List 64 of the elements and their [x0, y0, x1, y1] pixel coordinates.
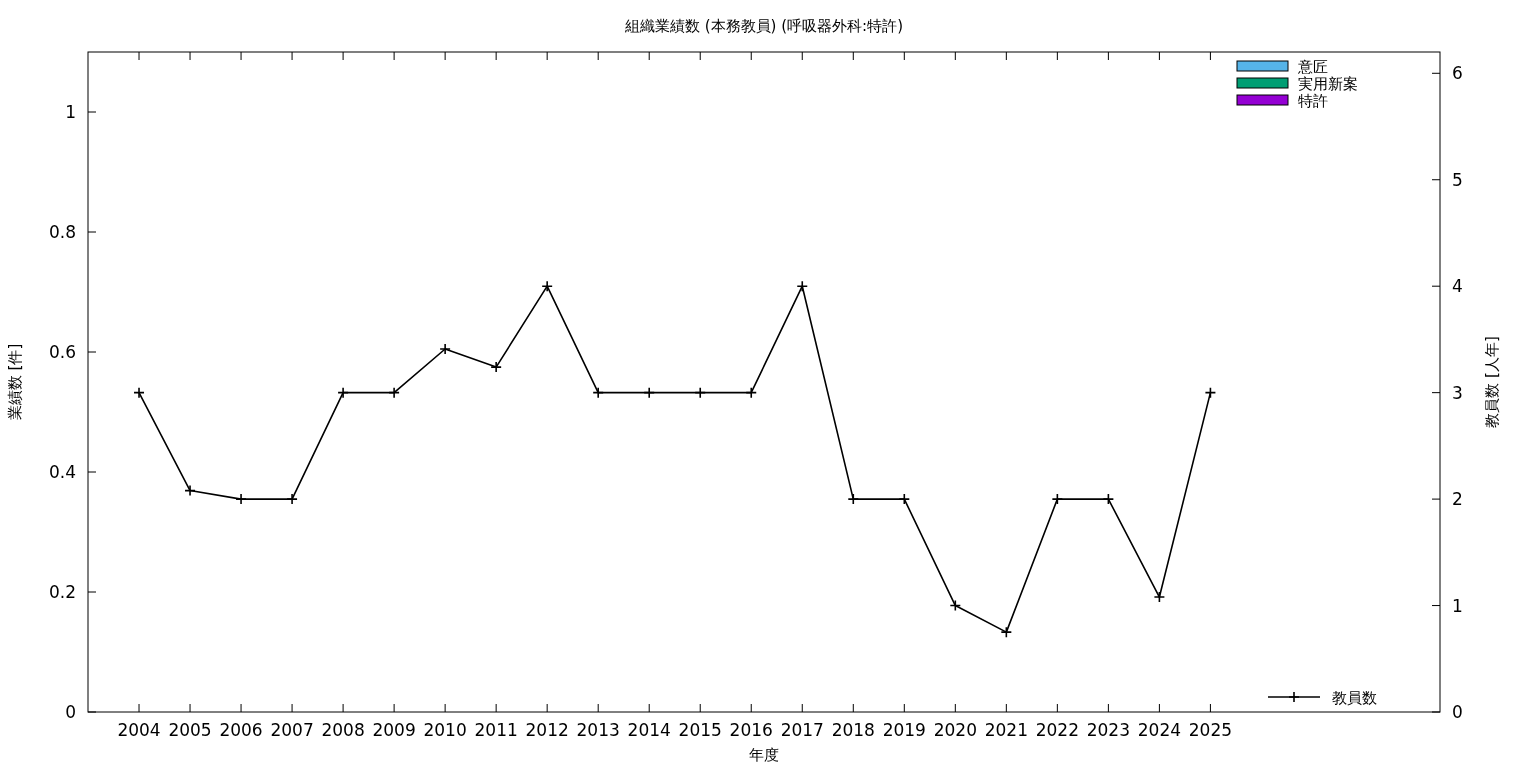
x-tick-label: 2014 — [627, 720, 671, 740]
point — [1153, 591, 1166, 603]
x-tick-label: 2010 — [423, 720, 467, 740]
legend-label: 教員数 — [1332, 689, 1377, 707]
point — [490, 361, 502, 373]
point — [592, 386, 604, 399]
point — [1051, 493, 1064, 505]
point — [694, 386, 707, 399]
legend-label: 特許 — [1298, 92, 1328, 110]
x-tick-label: 2012 — [525, 720, 569, 740]
point — [541, 280, 553, 292]
x-tick-label: 2005 — [168, 720, 212, 740]
x-tick-label: 2017 — [780, 720, 824, 740]
x-tick-label: 2013 — [576, 720, 620, 740]
y-axis-title: 業績数 [件] — [6, 343, 24, 421]
point — [847, 493, 860, 505]
x-tick-label: 2015 — [678, 720, 722, 740]
y-tick-label: 0.2 — [48, 582, 76, 602]
point — [388, 386, 400, 399]
y-tick-label: 0.4 — [48, 462, 76, 482]
x-tick-label: 2009 — [372, 720, 416, 740]
x-tick-label: 2006 — [219, 720, 263, 740]
x-tick-label: 2020 — [933, 720, 977, 740]
legend-label: 実用新案 — [1298, 75, 1358, 93]
y2-tick-label: 4 — [1452, 276, 1463, 297]
x-tick-label: 2022 — [1035, 720, 1079, 740]
x-tick-label: 2021 — [984, 720, 1028, 740]
point — [1102, 493, 1115, 505]
y2-tick-label: 5 — [1452, 169, 1463, 190]
x-tick-label: 2018 — [831, 720, 875, 740]
y2-tick-label: 3 — [1452, 382, 1463, 403]
y2-tick-label: 2 — [1452, 489, 1463, 510]
y-tick-label: 0 — [65, 702, 76, 722]
x-tick-label: 2007 — [270, 720, 314, 740]
point — [643, 386, 656, 399]
y2-axis-title: 教員数 [人年] — [1483, 336, 1501, 428]
point — [184, 484, 196, 497]
x-axis-title: 年度 — [749, 746, 779, 764]
point — [898, 493, 911, 505]
x-tick-label: 2016 — [729, 720, 773, 740]
point — [745, 386, 758, 399]
x-tick-label: 2011 — [474, 720, 518, 740]
y2-tick-label: 6 — [1452, 63, 1463, 84]
x-tick-label: 2023 — [1086, 720, 1131, 740]
x-tick-label: 2004 — [117, 720, 161, 740]
x-tick-label: 2008 — [321, 720, 365, 740]
x-tick-label: 2019 — [882, 720, 926, 740]
point — [337, 386, 349, 399]
chart-title: 組織業績数 (本務教員) (呼吸器外科:特許) — [624, 17, 903, 35]
y2-tick-label: 1 — [1452, 595, 1463, 616]
y-tick-label: 1 — [65, 102, 76, 122]
point — [1000, 626, 1013, 638]
legend-label: 意匠 — [1297, 58, 1328, 76]
point — [286, 493, 298, 505]
point — [949, 599, 962, 612]
point — [1204, 386, 1217, 399]
point — [439, 343, 451, 355]
point — [796, 280, 809, 292]
x-tick-label: 2025 — [1188, 720, 1233, 740]
y-tick-label: 0.8 — [48, 222, 76, 242]
x-tick-label: 2024 — [1137, 720, 1182, 740]
point — [133, 386, 145, 399]
y2-tick-label: 0 — [1452, 702, 1463, 722]
y-tick-label: 0.6 — [48, 342, 76, 362]
